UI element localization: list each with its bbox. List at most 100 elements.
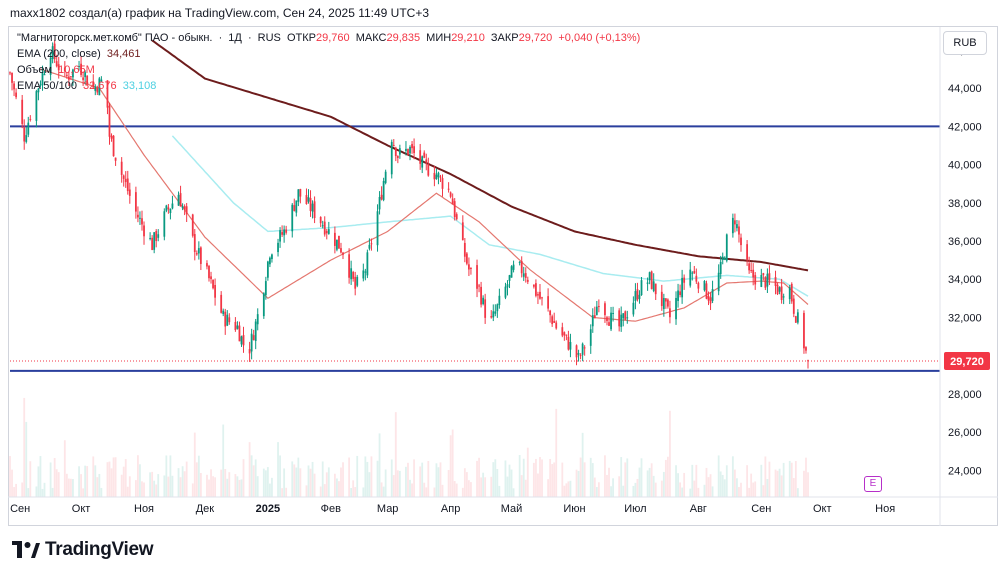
- candle-body: [567, 336, 570, 350]
- chart-frame: [8, 26, 998, 526]
- volume-bar: [723, 479, 726, 497]
- volume-bar: [490, 476, 493, 497]
- volume-bar: [228, 472, 231, 497]
- candle-body: [723, 257, 726, 260]
- volume-bar: [760, 464, 763, 497]
- earnings-badge[interactable]: E: [864, 476, 882, 492]
- candle-body: [128, 189, 131, 196]
- candle-body: [295, 200, 298, 213]
- legend-ema200-row[interactable]: EMA (200, close) 34,461: [17, 48, 143, 60]
- volume-bar: [476, 460, 478, 497]
- currency-button[interactable]: RUB: [943, 31, 987, 55]
- candle-body: [323, 221, 326, 235]
- volume-bar: [553, 462, 556, 497]
- volume-bar: [336, 478, 338, 497]
- candle-body: [165, 205, 168, 211]
- candle-body: [593, 315, 596, 319]
- y-tick-label: 42,000: [948, 121, 982, 133]
- volume-bar: [494, 459, 497, 497]
- candle-body: [766, 273, 769, 287]
- candle-body: [455, 214, 458, 220]
- volume-bar: [80, 474, 82, 497]
- volume-bar: [376, 460, 379, 497]
- volume-bar: [421, 462, 424, 497]
- candle-body: [752, 269, 755, 278]
- y-tick-label: 24,000: [948, 465, 982, 477]
- volume-bar: [364, 456, 367, 497]
- candle-body: [646, 282, 649, 284]
- volume-bar: [392, 475, 395, 497]
- volume-bar: [191, 483, 194, 497]
- candle-body: [171, 203, 174, 209]
- volume-bar: [325, 472, 328, 497]
- volume-bar: [250, 455, 253, 497]
- candle-body: [195, 253, 198, 255]
- candle-body: [226, 314, 229, 326]
- candle-body: [520, 260, 523, 274]
- candle-body: [149, 238, 152, 240]
- volume-bar: [411, 483, 413, 497]
- candle-body: [697, 282, 700, 289]
- candle-body: [595, 306, 598, 315]
- candle-body: [234, 321, 237, 331]
- volume-bar: [441, 484, 444, 497]
- last-price-label: 29,720: [950, 356, 984, 368]
- volume-bar: [354, 487, 357, 497]
- volume-bar: [752, 482, 755, 497]
- volume-bar: [427, 460, 430, 497]
- tradingview-logo-icon: [12, 541, 40, 558]
- legend-ema-pair-row[interactable]: EMA 50/100 32,676 33,108: [17, 80, 159, 92]
- volume-bar: [155, 484, 158, 497]
- candle-body: [370, 243, 373, 245]
- volume-bar: [214, 477, 216, 497]
- candle-body: [734, 220, 736, 225]
- volume-bar: [333, 473, 336, 497]
- volume-bars: [9, 397, 809, 497]
- volume-bar: [124, 459, 127, 497]
- volume-bar: [72, 479, 74, 497]
- legend-volume-row[interactable]: Объем 10,65M: [17, 64, 98, 76]
- candle-body: [262, 293, 265, 317]
- candle-body: [78, 65, 80, 67]
- candle-body: [465, 253, 468, 264]
- candle-body: [163, 211, 166, 237]
- candle-body: [490, 316, 493, 318]
- candle-body: [803, 312, 805, 349]
- candle-body: [220, 294, 223, 313]
- close-label: ЗАКР: [490, 32, 519, 44]
- volume-bar: [378, 433, 381, 497]
- candle-body: [640, 280, 643, 296]
- symbol-name[interactable]: "Магнитогорск.мет.комб" ПАО - обыкн.: [17, 32, 213, 44]
- candle-body: [384, 171, 387, 183]
- volume-bar: [413, 459, 415, 497]
- tradingview-logo[interactable]: TradingView: [12, 539, 154, 561]
- volume-bar: [57, 472, 60, 497]
- volume-bar: [167, 476, 170, 497]
- candle-body: [689, 269, 692, 286]
- volume-bar: [313, 473, 316, 497]
- candle-body: [313, 201, 316, 218]
- candle-body: [754, 275, 757, 285]
- volume-bar: [510, 469, 513, 497]
- candle-body: [591, 315, 594, 327]
- volume-bar: [321, 461, 324, 497]
- volume-bar: [409, 479, 411, 497]
- volume-bar: [222, 424, 225, 497]
- volume-bar: [508, 464, 511, 497]
- volume-bar: [394, 412, 397, 497]
- volume-bar: [482, 472, 485, 497]
- volume-bar: [524, 479, 527, 497]
- volume-bar: [29, 461, 32, 497]
- volume-bar: [134, 480, 137, 497]
- low-label: МИН: [426, 32, 452, 44]
- candle-body: [222, 310, 225, 314]
- candle-body: [522, 273, 525, 277]
- candle-body: [409, 146, 411, 154]
- candle-body: [380, 194, 383, 200]
- volume-bar: [49, 462, 52, 497]
- interval-label[interactable]: 1Д: [228, 32, 242, 44]
- volume-bar: [778, 468, 781, 497]
- volume-bar: [433, 487, 436, 497]
- candle-body: [731, 217, 734, 234]
